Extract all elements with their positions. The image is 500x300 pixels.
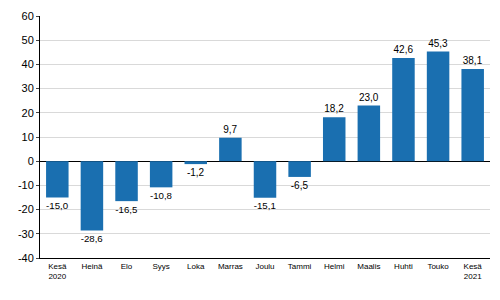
- svg-text:Kesä2021: Kesä2021: [464, 262, 483, 281]
- svg-text:Joulu: Joulu: [255, 262, 274, 271]
- svg-text:Tammi: Tammi: [288, 262, 312, 271]
- svg-text:Kesä2020: Kesä2020: [48, 262, 67, 281]
- svg-text:-15,1: -15,1: [254, 200, 276, 211]
- svg-text:Touko: Touko: [427, 262, 449, 271]
- svg-text:50: 50: [22, 34, 34, 46]
- svg-text:Heinä: Heinä: [81, 262, 102, 271]
- svg-text:38,1: 38,1: [463, 55, 483, 66]
- svg-text:40: 40: [22, 58, 34, 70]
- svg-text:-15,0: -15,0: [46, 200, 68, 211]
- svg-text:Helmi: Helmi: [324, 262, 345, 271]
- svg-text:-1,2: -1,2: [187, 167, 205, 178]
- svg-text:20: 20: [22, 107, 34, 119]
- svg-text:Huhti: Huhti: [394, 262, 413, 271]
- svg-text:Elo: Elo: [121, 262, 133, 271]
- svg-text:45,3: 45,3: [428, 38, 448, 49]
- svg-text:-20: -20: [18, 203, 34, 215]
- svg-text:10: 10: [22, 131, 34, 143]
- svg-text:30: 30: [22, 82, 34, 94]
- svg-text:Marras: Marras: [218, 262, 243, 271]
- svg-text:-6,5: -6,5: [291, 180, 309, 191]
- svg-text:Loka: Loka: [187, 262, 205, 271]
- svg-text:-10: -10: [18, 179, 34, 191]
- svg-text:18,2: 18,2: [324, 103, 344, 114]
- svg-text:-10,8: -10,8: [150, 190, 172, 201]
- svg-text:60: 60: [22, 10, 34, 22]
- svg-text:-16,5: -16,5: [115, 204, 137, 215]
- svg-text:Syys: Syys: [152, 262, 169, 271]
- svg-text:0: 0: [28, 155, 34, 167]
- svg-text:23,0: 23,0: [359, 92, 379, 103]
- svg-text:42,6: 42,6: [394, 44, 414, 55]
- svg-text:-28,6: -28,6: [81, 233, 103, 244]
- svg-text:-30: -30: [18, 228, 34, 240]
- svg-text:Maalis: Maalis: [357, 262, 380, 271]
- svg-text:-40: -40: [18, 252, 34, 264]
- svg-text:9,7: 9,7: [223, 124, 237, 135]
